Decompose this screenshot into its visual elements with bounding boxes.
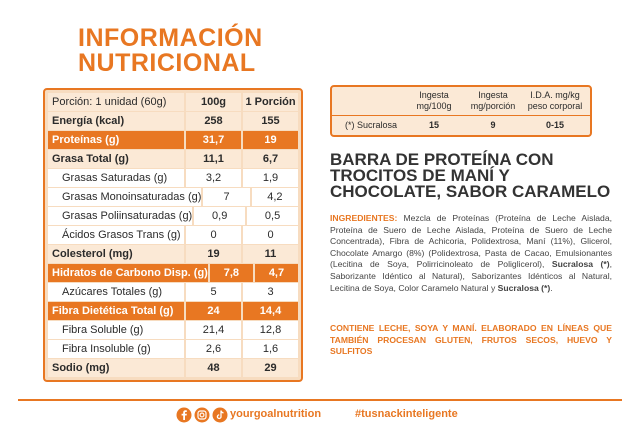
product-title: BARRA DE PROTEÍNA CON TROCITOS DE MANÍ Y… [330, 150, 611, 201]
header-cell: Porción: 1 unidad (60g) [52, 96, 167, 108]
ingredients-text: , Saborizante Idéntico al Natural), Sabo… [330, 259, 612, 293]
value-cell: 2,6 [184, 340, 241, 358]
ingredients-bold: Sucralosa (*) [497, 282, 551, 293]
header-line: I.D.A. mg/kg [530, 90, 580, 100]
value-cell: 21,4 [184, 321, 241, 339]
value-cell: 9 [490, 120, 496, 130]
value-cell: 19 [241, 131, 298, 149]
table-header: Porción: 1 unidad (60g) 100g 1 Porción [48, 93, 298, 111]
divider [332, 115, 590, 116]
value-cell: 15 [428, 120, 439, 130]
label-cell: Grasas Poliinsaturadas (g) [62, 210, 193, 222]
value-cell: 12,8 [241, 321, 298, 339]
value-cell: 258 [184, 112, 241, 130]
header-cell: Ingesta mg/porción [466, 90, 520, 112]
table-row: Ácidos Grasos Trans (g) 0 0 [48, 226, 298, 244]
value-cell: 0,5 [245, 207, 298, 225]
value-cell: 29 [241, 359, 298, 377]
label-cell: Fibra Insoluble (g) [62, 343, 151, 355]
label-cell: Hidratos de Carbono Disp. (g) [52, 267, 208, 279]
value-cell: 14,4 [241, 302, 298, 320]
ingredients-bold: Sucralosa (*) [551, 259, 610, 270]
ingredients: INGREDIENTES: Mezcla de Proteínas (Prote… [330, 213, 612, 294]
value-cell: 1,6 [241, 340, 298, 358]
label-cell: Ácidos Grasos Trans (g) [62, 229, 181, 241]
ingredients-text: Mezcla de Proteínas (Proteína de Leche A… [330, 213, 613, 270]
value-cell: 6,7 [241, 150, 298, 168]
label-cell: Fibra Soluble (g) [62, 324, 144, 336]
table-row: Hidratos de Carbono Disp. (g) 7,8 4,7 [48, 264, 298, 282]
header-cell: Ingesta mg/100g [404, 90, 464, 112]
label-cell: Grasas Saturadas (g) [62, 172, 168, 184]
value-cell: 0-15 [545, 120, 564, 130]
title: INFORMACIÓN NUTRICIONAL [78, 26, 263, 76]
label-cell: Energía (kcal) [52, 115, 125, 127]
value-cell: 48 [184, 359, 241, 377]
value-cell: 4,7 [252, 264, 298, 282]
instagram-icon[interactable] [194, 407, 210, 423]
title-line: NUTRICIONAL [78, 49, 256, 77]
header-line: mg/100g [416, 101, 452, 111]
label-cell: (*) Sucralosa [344, 120, 398, 130]
table-row: Fibra Insoluble (g) 2,6 1,6 [48, 340, 298, 358]
header-line: peso corporal [527, 101, 583, 111]
value-cell: 11 [241, 245, 298, 263]
value-cell: 3 [241, 283, 298, 301]
ingredients-text: . [550, 282, 553, 293]
value-cell: 7,8 [207, 264, 253, 282]
header-cell: 100g [184, 93, 241, 111]
value-cell: 31,7 [184, 131, 241, 149]
nutrition-table: Porción: 1 unidad (60g) 100g 1 Porción Ener… [43, 88, 303, 382]
tiktok-icon[interactable] [212, 407, 228, 423]
value-cell: 0 [184, 226, 241, 244]
facebook-glyph [181, 410, 187, 420]
hashtag: #tusnackinteligente [355, 408, 458, 420]
table-row: Grasas Saturadas (g) 3,2 1,9 [48, 169, 298, 187]
header-cell: 1 Porción [241, 93, 298, 111]
table-row: Colesterol (mg) 19 11 [48, 245, 298, 263]
value-cell: 0 [241, 226, 298, 244]
value-cell: 4,2 [249, 188, 298, 206]
table-row: Sodio (mg) 48 29 [48, 359, 298, 377]
table-row: Proteínas (g) 31,7 19 [48, 131, 298, 149]
social-icons [176, 407, 228, 423]
table-row: Azúcares Totales (g) 5 3 [48, 283, 298, 301]
label-cell: Grasas Monoinsaturadas (g) [62, 191, 202, 203]
label-cell: Colesterol (mg) [52, 248, 133, 260]
label-cell: Azúcares Totales (g) [62, 286, 163, 298]
value-cell: 5 [184, 283, 241, 301]
title-line: INFORMACIÓN [78, 24, 263, 52]
header-cell: I.D.A. mg/kg peso corporal [522, 90, 588, 112]
instagram-glyph [197, 410, 207, 420]
value-cell: 19 [184, 245, 241, 263]
table-row: Energía (kcal) 258 155 [48, 112, 298, 130]
allergens: CONTIENE LECHE, SOYA Y MANÍ. ELABORADO E… [330, 323, 612, 357]
label-cell: Sodio (mg) [52, 362, 110, 374]
header-line: mg/porción [470, 101, 516, 111]
table-row: Fibra Dietética Total (g) 24 14,4 [48, 302, 298, 320]
table-row: Grasas Monoinsaturadas (g) 7 4,2 [48, 188, 298, 206]
label-cell: Proteínas (g) [52, 134, 120, 146]
label-cell: Grasa Total (g) [52, 153, 129, 165]
header-line: Ingesta [478, 90, 508, 100]
social-handle[interactable]: yourgoalnutrition [230, 408, 322, 420]
ingredients-label: INGREDIENTES: [330, 213, 398, 223]
tiktok-glyph [216, 410, 224, 420]
value-cell: 11,1 [184, 150, 241, 168]
value-cell: 1,9 [241, 169, 298, 187]
value-cell: 0,9 [192, 207, 245, 225]
instagram-glyph [199, 412, 205, 418]
value-cell: 155 [241, 112, 298, 130]
sweetener-table: Ingesta mg/100g Ingesta mg/porción I.D.A. mg… [330, 85, 592, 137]
label-cell: Fibra Dietética Total (g) [52, 305, 174, 317]
value-cell: 24 [184, 302, 241, 320]
footer-line [18, 399, 622, 401]
table-row: Fibra Soluble (g) 21,4 12,8 [48, 321, 298, 339]
header-line: Ingesta [419, 90, 449, 100]
value-cell: 7 [201, 188, 249, 206]
value-cell: 3,2 [184, 169, 241, 187]
table-row: Grasa Total (g) 11,1 6,7 [48, 150, 298, 168]
table-row: Grasas Poliinsaturadas (g) 0,9 0,5 [48, 207, 298, 225]
